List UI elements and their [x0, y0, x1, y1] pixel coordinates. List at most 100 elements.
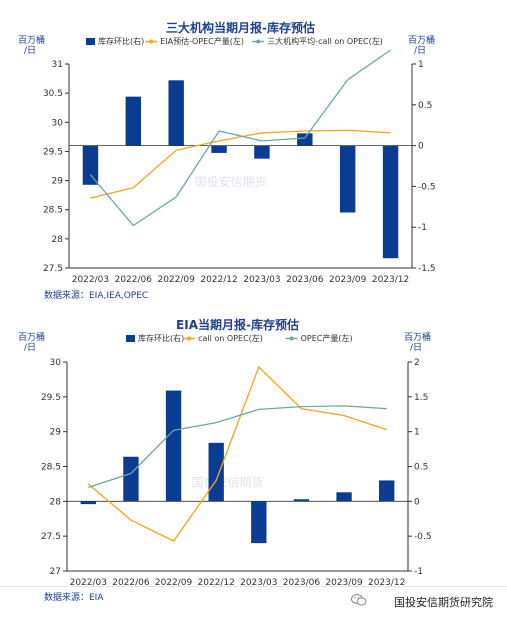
left-axis-unit-line: /日	[24, 45, 36, 56]
right-axis-unit-line: /日	[414, 45, 426, 56]
series-line	[88, 405, 387, 489]
left-axis-tick-label: 30.5	[43, 89, 63, 99]
x-axis-tick-label: 2023/06	[283, 578, 321, 588]
chart-legend: 库存环比(右) EIA预估-OPEC产量(左) 三大机构平均-call on OPE…	[86, 36, 383, 46]
right-axis-tick-label: 0	[414, 497, 420, 507]
left-axis-unit-line: 百万桶	[18, 331, 45, 343]
series-line	[89, 49, 391, 227]
series-line	[90, 129, 391, 199]
legend-label: EIA预估-OPEC产量(左)	[160, 36, 244, 46]
legend-label: call on OPEC(左)	[198, 333, 263, 343]
chart-title: 三大机构当期月报-库存预估	[166, 20, 315, 35]
right-axis-tick-label: 0.5	[418, 101, 432, 111]
right-axis-tick-label: 0.5	[414, 463, 428, 473]
x-axis-tick-label: 2022/03	[70, 578, 107, 588]
right-axis-tick-label: -0.5	[418, 182, 436, 192]
bar-inventory-change	[339, 145, 356, 213]
legend-swatch-dot	[187, 336, 192, 341]
x-axis-tick-label: 2022/09	[155, 578, 193, 588]
legend-label: OPEC产量(左)	[301, 333, 353, 343]
right-axis-unit-line: /日	[410, 342, 422, 353]
right-axis-tick-label: -1	[418, 223, 427, 233]
right-axis-tick-label: -1	[414, 567, 423, 577]
left-axis-unit-label: 百万桶/日	[18, 331, 45, 353]
x-axis-tick-label: 2023/03	[240, 578, 277, 588]
right-axis-tick-label: -1.5	[418, 264, 436, 274]
bar-inventory-change	[297, 133, 313, 146]
right-axis-unit-line: 百万桶	[404, 331, 431, 343]
chart-panel-eia-inventory: EIA当期月报-库存预估 百万桶/日 百万桶/日 库存环比(右) call on OPE…	[0, 305, 507, 621]
right-axis-unit-label: 百万桶/日	[408, 34, 435, 56]
footer-divider	[0, 586, 507, 587]
left-axis-tick-label: 27	[50, 567, 61, 577]
x-axis-tick-label: 2023/12	[368, 578, 405, 588]
right-axis-tick-label: 0	[418, 142, 424, 152]
bar-inventory-change	[382, 145, 399, 259]
left-axis-tick-label: 29.5	[43, 147, 63, 157]
right-axis-tick-label: 1	[418, 60, 424, 70]
x-axis-tick-label: 2022/06	[115, 275, 153, 285]
watermark-text: 国投安信期货	[194, 174, 266, 189]
left-axis-tick-label: 30	[52, 118, 64, 128]
left-axis-unit-line: /日	[24, 342, 36, 353]
bar-inventory-change	[293, 499, 310, 502]
bar-inventory-change	[168, 80, 184, 146]
left-axis-tick-label: 29	[50, 428, 62, 438]
left-axis-tick-label: 28.5	[43, 206, 63, 216]
left-axis-tick-label: 27.5	[41, 532, 61, 542]
bar-inventory-change	[336, 492, 352, 502]
left-axis-tick-label: 28	[52, 235, 64, 245]
left-axis-tick-label: 29.5	[41, 393, 61, 403]
series-line	[87, 365, 387, 542]
bar-inventory-change	[165, 390, 182, 502]
chart-legend: 库存环比(右) call on OPEC(左) OPEC产量(左)	[126, 333, 353, 343]
watermark-text: 国投安信期货	[191, 475, 263, 490]
data-source-note: 数据来源：EIA	[44, 593, 104, 603]
left-axis-tick-label: 30	[50, 358, 62, 368]
x-axis-tick-label: 2023/12	[372, 275, 409, 285]
right-axis-unit-label: 百万桶/日	[404, 331, 431, 353]
x-axis-tick-label: 2023/09	[329, 275, 367, 285]
legend-swatch-dot	[149, 39, 154, 44]
right-axis-tick-label: -0.5	[414, 532, 432, 542]
left-axis-unit-label: 百万桶/日	[18, 34, 45, 56]
bar-inventory-change	[125, 96, 142, 146]
left-axis-tick-label: 28	[50, 497, 62, 507]
chart-title: EIA当期月报-库存预估	[176, 317, 299, 332]
right-axis-tick-label: 2	[414, 358, 420, 368]
x-axis-tick-label: 2022/06	[112, 578, 150, 588]
bar-inventory-change	[82, 145, 99, 185]
bar-inventory-change	[208, 442, 224, 502]
left-axis-unit-line: 百万桶	[18, 34, 45, 46]
bar-inventory-change	[251, 501, 267, 544]
footer-bar: 国投安信期货研究院	[0, 586, 507, 621]
x-axis-tick-label: 2022/09	[157, 275, 195, 285]
left-axis-tick-label: 27.5	[43, 264, 63, 274]
x-axis-tick-label: 2022/03	[72, 275, 109, 285]
right-axis-tick-label: 1	[414, 428, 420, 438]
legend-label: 库存环比(右)	[138, 333, 184, 343]
left-axis-tick-label: 31	[52, 60, 63, 70]
bar-inventory-change	[123, 456, 139, 502]
legend-label: 库存环比(右)	[98, 36, 144, 46]
legend-label: 三大机构平均-call on OPEC(左)	[267, 36, 383, 46]
legend-swatch-bar	[86, 38, 95, 45]
legend-swatch-bar	[126, 335, 135, 342]
bar-inventory-change	[379, 480, 395, 502]
footer-account-label: 国投安信期货研究院	[394, 596, 493, 609]
x-axis-tick-label: 2022/12	[197, 578, 234, 588]
right-axis-tick-label: 1.5	[414, 393, 428, 403]
x-axis-tick-label: 2023/06	[286, 275, 324, 285]
data-source-note: 数据来源：EIA,IEA,OPEC	[44, 291, 149, 301]
left-axis-tick-label: 29	[52, 177, 64, 187]
legend-swatch-dot	[256, 39, 261, 44]
x-axis-tick-label: 2023/03	[243, 275, 280, 285]
wechat-icon	[351, 594, 367, 606]
right-axis-unit-line: 百万桶	[408, 34, 435, 46]
legend-swatch-dot	[289, 336, 294, 341]
left-axis-tick-label: 28.5	[41, 463, 61, 473]
chart-panel-inventory-three-agencies: 三大机构当期月报-库存预估 百万桶/日 百万桶/日 库存环比(右) EIA预估-OPEC…	[0, 0, 507, 305]
bar-inventory-change	[211, 145, 227, 153]
